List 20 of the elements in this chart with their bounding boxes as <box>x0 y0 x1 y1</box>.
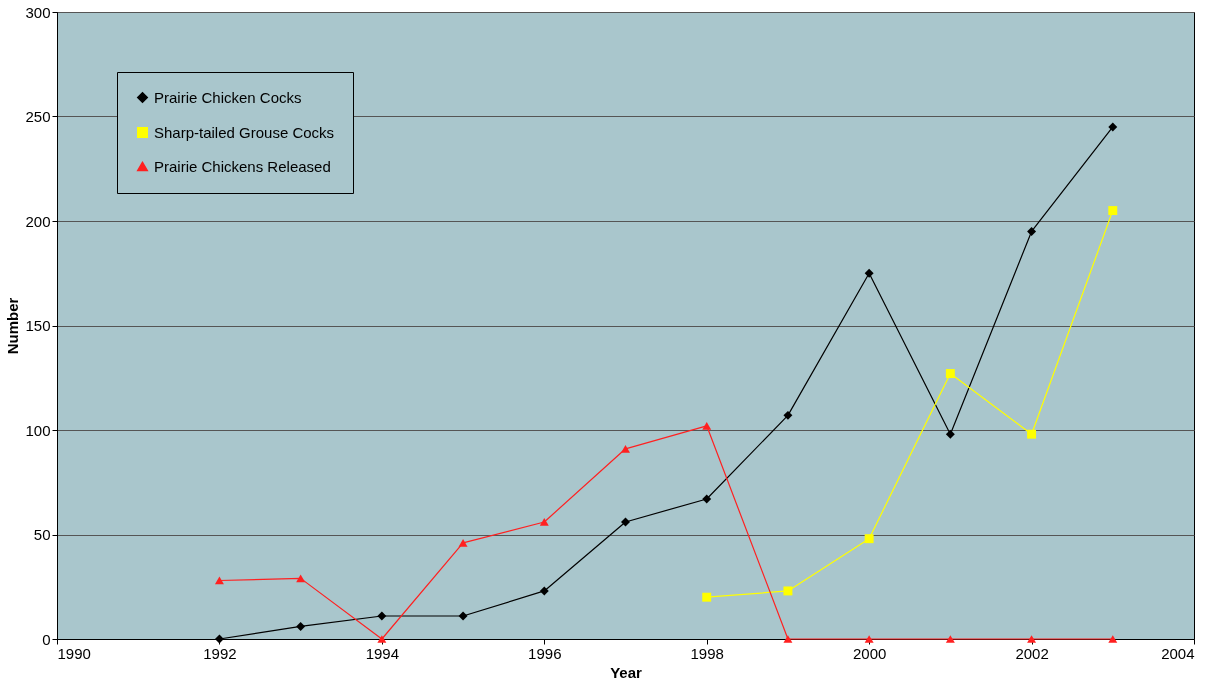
x-axis-title: Year <box>610 663 643 681</box>
legend-label: Sharp-tailed Grouse Cocks <box>154 123 335 141</box>
y-tick-label: 150 <box>25 317 51 334</box>
x-tick-label: 2004 <box>1161 644 1195 662</box>
y-tick-label: 250 <box>25 108 51 125</box>
x-tick-label: 1998 <box>690 644 724 662</box>
y-tick-label: 300 <box>25 3 51 21</box>
x-tick-label: 2002 <box>1015 644 1049 662</box>
y-tick-label: 100 <box>25 421 51 439</box>
x-tick-label: 1992 <box>203 644 237 662</box>
y-axis-title: Number <box>4 297 22 355</box>
x-tick-label: 1990 <box>57 644 91 662</box>
x-tick-label: 1994 <box>365 644 400 662</box>
x-tick-label: 1996 <box>528 644 562 662</box>
x-tick-label: 2000 <box>852 644 887 662</box>
legend-label: Prairie Chicken Cocks <box>154 88 302 106</box>
legend-label: Prairie Chickens Released <box>154 157 331 175</box>
y-tick-label: 200 <box>25 212 51 230</box>
y-tick-label: 0 <box>42 630 51 648</box>
y-tick-label: 50 <box>33 526 51 543</box>
